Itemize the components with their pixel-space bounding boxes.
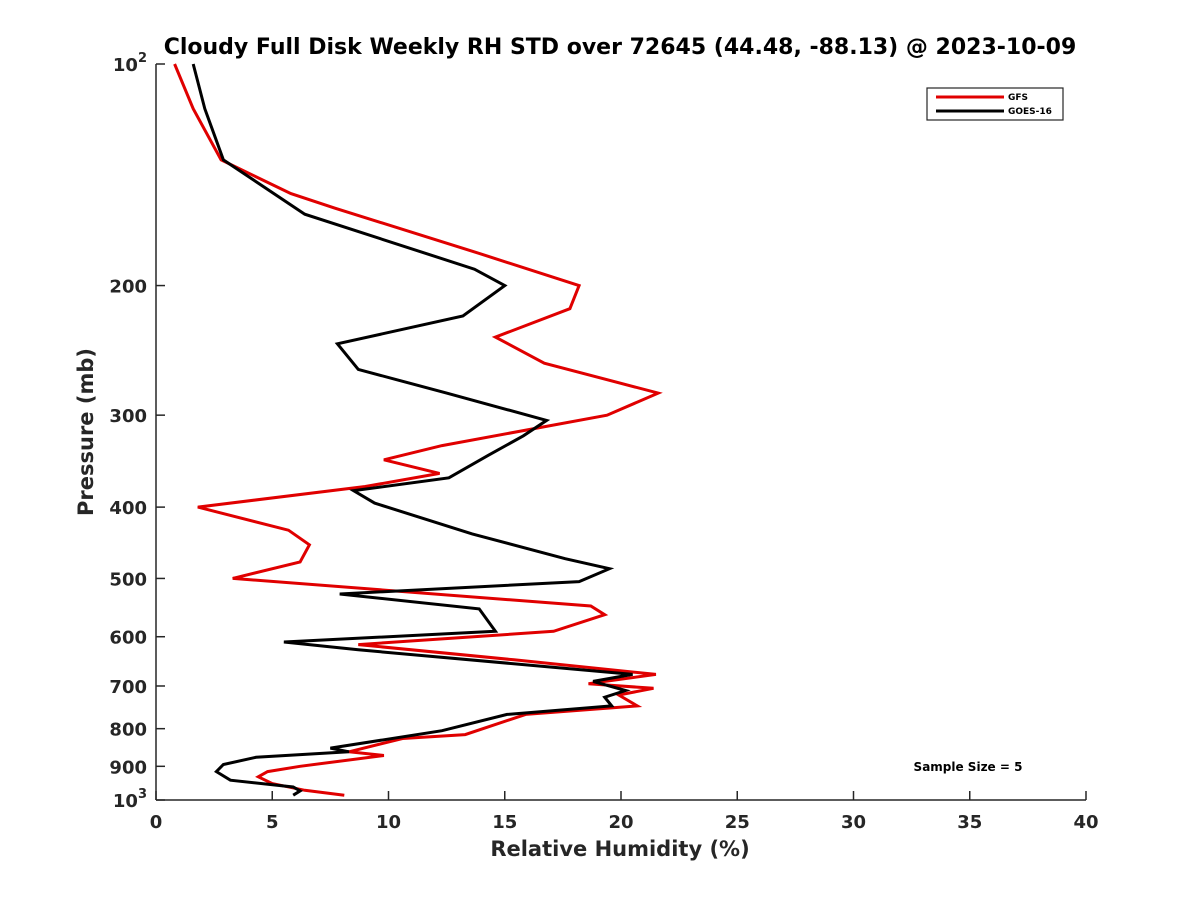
- series-line-gfs: [173, 63, 663, 797]
- x-tick-label: 0: [150, 812, 163, 833]
- legend: GFS GOES-16: [926, 87, 1064, 121]
- sample-size-annotation: Sample Size = 5: [914, 760, 1023, 774]
- y-tick-label: 300: [109, 406, 147, 427]
- x-tick-label: 40: [1073, 812, 1098, 833]
- y-tick-label: 102: [113, 51, 147, 76]
- x-tick-label: 20: [608, 812, 633, 833]
- legend-label: GFS: [1008, 93, 1028, 103]
- series-layer: [173, 63, 663, 797]
- x-tick-label: 35: [957, 812, 982, 833]
- y-axis-label: Pressure (mb): [74, 348, 98, 516]
- x-axis-label: Relative Humidity (%): [490, 837, 749, 861]
- y-tick-label: 400: [109, 498, 147, 519]
- x-tick-label: 30: [841, 812, 866, 833]
- y-tick-label: 200: [109, 277, 147, 298]
- x-tick-label: 5: [266, 812, 279, 833]
- legend-box: [926, 87, 1064, 121]
- x-tick-label: 25: [725, 812, 750, 833]
- y-tick-label: 700: [109, 677, 147, 698]
- axes: 0 5 10 15 20 25 30 35 40 102 200 300 400 500 600 700 800…: [109, 51, 1098, 833]
- y-tick-label: 500: [109, 569, 147, 590]
- legend-label: GOES-16: [1008, 107, 1052, 117]
- y-tick-label: 800: [109, 720, 147, 741]
- y-tick-label: 103: [113, 787, 147, 812]
- series-line-goes-16: [191, 63, 633, 797]
- y-tick-label: 600: [109, 628, 147, 649]
- y-tick-label: 900: [109, 757, 147, 778]
- chart-title: Cloudy Full Disk Weekly RH STD over 7264…: [164, 35, 1077, 60]
- x-tick-label: 15: [492, 812, 517, 833]
- x-tick-label: 10: [376, 812, 401, 833]
